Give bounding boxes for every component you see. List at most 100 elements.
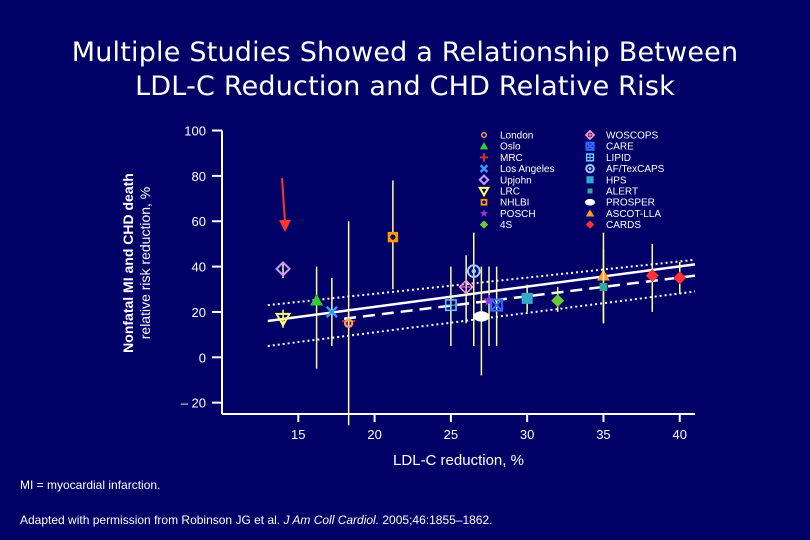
marker-shape: [325, 305, 338, 319]
slide-title: Multiple Studies Showed a Relationship B…: [0, 36, 810, 104]
marker-shape: [478, 174, 490, 186]
point-marker: [325, 305, 338, 319]
legend-label: PROSPER: [606, 198, 655, 209]
x-tick-label: 30: [520, 427, 534, 442]
dashed-fit-line: [343, 274, 696, 320]
legend-item: MRC: [479, 153, 523, 164]
citation-prefix: Adapted with permission from Robinson JG…: [20, 513, 284, 527]
data-point: [482, 266, 496, 346]
marker-shape: [490, 298, 503, 312]
legend-marker: [479, 142, 489, 150]
point-marker: [275, 260, 291, 277]
y-tick-label: – 20: [181, 396, 206, 411]
legend-label: NHLBI: [500, 198, 529, 209]
chart-axes: 100 80 60 40 20 0 – 20 15 20 25 30 35 40 LDL-C reduct…: [120, 124, 695, 469]
legend-marker: [479, 153, 489, 162]
legend-item: Upjohn: [478, 174, 532, 186]
legend-label: ALERT: [606, 187, 638, 198]
marker-shape: [588, 167, 592, 171]
legend-item: ASCOT-LLA: [585, 209, 661, 220]
legend-marker: [480, 131, 488, 139]
data-point: [325, 277, 338, 346]
legend-label: WOSCOPS: [606, 131, 659, 142]
title-line-2: LDL-C Reduction and CHD Relative Risk: [135, 71, 675, 102]
marker-shape: [490, 298, 504, 312]
legend-item: ALERT: [587, 187, 638, 198]
legend-marker: [478, 174, 490, 186]
arrow-shaft: [281, 177, 286, 223]
marker-shape: [585, 141, 595, 151]
data-point: [275, 260, 291, 278]
marker-shape: [585, 163, 595, 174]
point-marker: [458, 279, 474, 295]
x-tick-label: 20: [367, 427, 381, 442]
data-point: [458, 255, 474, 324]
point-marker: [673, 271, 687, 285]
point-marker: [551, 294, 565, 308]
point-marker: [387, 231, 399, 243]
marker-shape: [480, 209, 488, 217]
point-marker: [444, 299, 457, 312]
data-point: [274, 309, 292, 328]
legend-marker: [587, 188, 593, 194]
data-point: [551, 287, 565, 312]
legend-label: AF/TexCAPS: [606, 164, 665, 175]
legend-item: 4S: [479, 220, 513, 231]
legend-item: Los Angeles: [479, 164, 555, 175]
marker-shape: [480, 131, 488, 139]
legend-marker: [584, 198, 596, 206]
legend-marker: [479, 164, 489, 173]
marker-shape: [310, 294, 324, 306]
point-marker: [490, 298, 504, 312]
legend-marker: [585, 220, 595, 229]
data-point: [490, 266, 504, 346]
data-point: [473, 266, 490, 376]
legend-marker: [478, 186, 490, 198]
marker-shape: [479, 142, 489, 150]
legend-item: PROSPER: [584, 198, 655, 209]
marker-shape: [274, 312, 292, 328]
marker-shape: [478, 186, 490, 198]
x-axis-label: LDL-C reduction, %: [393, 452, 524, 469]
legend-label: LRC: [500, 187, 520, 198]
x-tick-label: 15: [291, 427, 305, 442]
arrow-head: [279, 220, 291, 232]
legend-item: LRC: [478, 186, 520, 198]
legend-item: WOSCOPS: [584, 129, 659, 142]
legend-label: 4S: [500, 220, 513, 231]
x-tick-label: 25: [444, 427, 458, 442]
legend-label: Los Angeles: [500, 164, 555, 175]
marker-shape: [482, 200, 486, 204]
legend-label: London: [500, 131, 533, 142]
marker-shape: [521, 292, 533, 304]
legend-marker: [480, 209, 488, 217]
data-point: [387, 180, 399, 290]
marker-shape: [390, 234, 396, 240]
marker-shape: [585, 209, 595, 217]
legend-marker: [585, 153, 595, 162]
y-axis-label-line-2: relative risk reduction, %: [137, 187, 153, 340]
marker-shape: [343, 318, 354, 329]
marker-shape: [584, 198, 596, 206]
point-marker: [521, 292, 533, 304]
legend-item: CARE: [585, 141, 634, 153]
marker-shape: [551, 294, 565, 308]
legend-label: CARDS: [606, 220, 641, 231]
ci-upper-line: [267, 258, 696, 307]
y-tick-label: 80: [192, 169, 206, 184]
x-tick-label: 35: [596, 427, 610, 442]
legend-label: MRC: [500, 153, 523, 164]
legend-item: NHLBI: [480, 198, 529, 209]
legend-label: POSCH: [500, 209, 536, 220]
marker-shape: [479, 164, 489, 173]
data-points: [274, 180, 687, 426]
annotation-arrow: [279, 177, 291, 232]
marker-shape: [673, 271, 687, 285]
citation-suffix: 2005;46:1855–1862.: [379, 513, 493, 527]
legend-item: CARDS: [585, 220, 641, 231]
citation: Adapted with permission from Robinson JG…: [20, 513, 493, 527]
legend-marker: [585, 141, 595, 151]
legend-item: Oslo: [479, 142, 521, 153]
point-marker: [466, 264, 481, 278]
data-point: [521, 284, 533, 312]
